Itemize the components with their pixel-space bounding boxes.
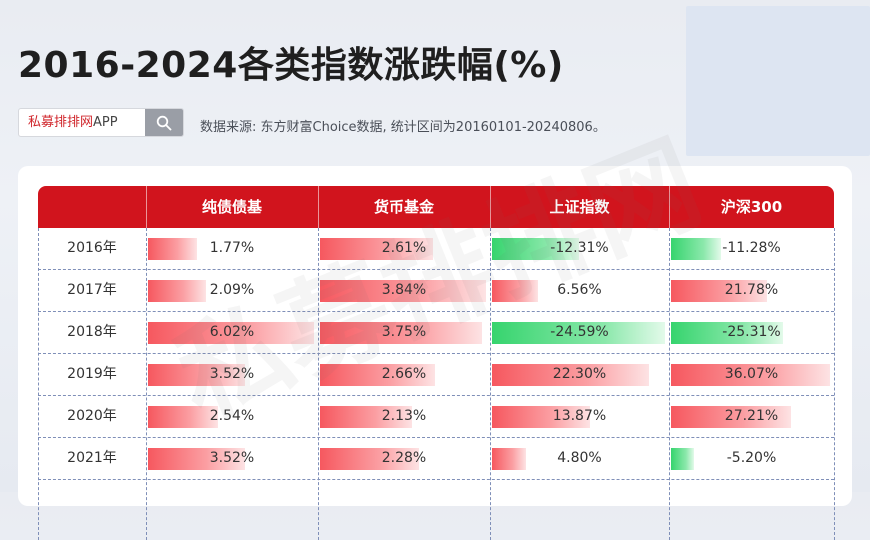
column-divider [146,228,147,540]
column-divider [318,228,319,540]
row-year-label: 2018年 [67,324,117,340]
table-row: 2020年 2.54% 2.13% 13.87% 27.21% [38,396,834,438]
value-label: 22.30% [552,366,607,382]
value-label: 3.84% [381,282,427,298]
header-divider [318,186,319,228]
value-label: 2.28% [381,450,427,466]
column-divider [38,228,39,540]
bar-positive [320,280,486,302]
bar-negative [492,238,579,260]
value-label: 2.61% [381,240,427,256]
row-year-label: 2017年 [67,282,117,298]
row-year-label: 2020年 [67,408,117,424]
value-label: 4.80% [557,450,602,466]
value-label: -11.28% [722,240,781,256]
table-row: 2019年 3.52% 2.66% 22.30% 36.07% [38,354,834,396]
header-divider [146,186,147,228]
value-label: 6.56% [557,282,602,298]
source-note: 数据来源: 东方财富Choice数据, 统计区间为20160101-202408… [200,120,606,135]
value-label: -25.31% [722,324,781,340]
bar-positive [148,448,245,470]
bar-negative [671,238,721,260]
bar-positive [492,364,649,386]
value-label: -5.20% [726,450,777,466]
bar-negative [671,448,694,470]
value-label: -12.31% [550,240,609,256]
column-header: 货币基金 [373,198,434,216]
value-label: 36.07% [724,366,779,382]
bar-positive [320,364,435,386]
column-divider [834,228,835,540]
value-label: 3.75% [381,324,427,340]
table-row: 2021年 3.52% 2.28% 4.80% -5.20% [38,438,834,480]
value-label: 27.21% [724,408,779,424]
table-row: 2016年 1.77% 2.61% -12.31% -11.28% [38,228,834,270]
bar-positive [492,448,526,470]
bar-positive [320,238,433,260]
column-divider [669,228,670,540]
background-decoration [686,6,870,156]
column-header: 沪深300 [720,198,783,216]
bar-positive [320,448,419,470]
search-brand-text: 私募排排网 [28,115,94,130]
column-header: 上证指数 [549,198,610,216]
bar-positive [671,280,767,302]
row-year-label: 2016年 [67,240,117,256]
page-title: 2016-2024各类指数涨跌幅(%) [18,45,564,86]
search-icon [156,115,172,130]
bar-positive [320,406,412,428]
bar-positive [671,406,791,428]
bar-positive [492,280,538,302]
search-box[interactable]: 私募排排网APP [18,108,184,137]
value-label: 3.52% [209,366,255,382]
search-input[interactable]: 私募排排网APP [19,109,145,136]
bar-positive [492,406,590,428]
value-label: 2.13% [381,408,427,424]
value-label: 1.77% [209,240,255,256]
table-header: 纯债债基 货币基金 上证指数 沪深300 [38,186,834,228]
value-label: 6.02% [209,324,255,340]
bar-negative [492,322,665,344]
search-button[interactable] [145,109,183,136]
value-label: 2.66% [381,366,427,382]
row-year-label: 2019年 [67,366,117,382]
bar-positive [671,364,830,386]
header-divider [669,186,670,228]
bar-positive [148,280,206,302]
row-year-label: 2021年 [67,450,117,466]
bar-positive [148,238,197,260]
value-label: -24.59% [550,324,609,340]
bar-positive [148,322,314,344]
value-label: 3.52% [209,450,255,466]
table-row: 2017年 2.09% 3.84% 6.56% 21.78% [38,270,834,312]
bar-positive [320,322,482,344]
table-row: 2018年 6.02% 3.75% -24.59% -25.31% [38,312,834,354]
bar-positive [148,406,218,428]
bar-positive [148,364,245,386]
value-label: 21.78% [724,282,779,298]
column-divider [490,228,491,540]
value-label: 2.09% [209,282,255,298]
value-label: 2.54% [209,408,255,424]
search-app-suffix: APP [93,115,118,130]
header-divider [490,186,491,228]
bar-negative [671,322,783,344]
value-label: 13.87% [552,408,607,424]
column-header: 纯债债基 [201,198,262,216]
